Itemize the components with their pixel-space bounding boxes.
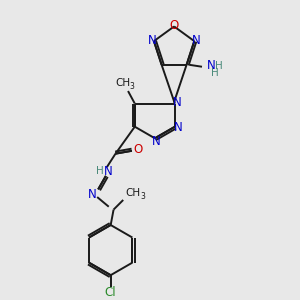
Text: 3: 3 xyxy=(130,82,134,91)
Text: CH: CH xyxy=(125,188,140,198)
Text: O: O xyxy=(169,19,179,32)
Text: O: O xyxy=(133,143,142,156)
Text: H: H xyxy=(211,68,218,79)
Text: Cl: Cl xyxy=(105,286,116,299)
Text: N: N xyxy=(103,164,112,178)
Text: N: N xyxy=(192,34,201,46)
Text: N: N xyxy=(148,34,156,46)
Text: H: H xyxy=(96,166,104,176)
Text: N: N xyxy=(174,121,183,134)
Text: N: N xyxy=(173,96,182,109)
Text: N: N xyxy=(88,188,97,201)
Text: N: N xyxy=(152,135,161,148)
Text: H: H xyxy=(215,61,223,71)
Text: 3: 3 xyxy=(140,192,145,201)
Text: N: N xyxy=(207,59,216,72)
Text: CH: CH xyxy=(116,78,131,88)
